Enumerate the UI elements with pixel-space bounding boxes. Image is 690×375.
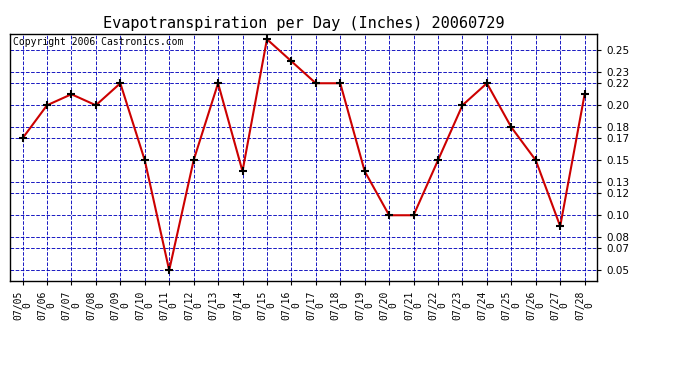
Title: Evapotranspiration per Day (Inches) 20060729: Evapotranspiration per Day (Inches) 2006… <box>103 16 504 31</box>
Text: Copyright 2006 Castronics.com: Copyright 2006 Castronics.com <box>13 38 184 48</box>
